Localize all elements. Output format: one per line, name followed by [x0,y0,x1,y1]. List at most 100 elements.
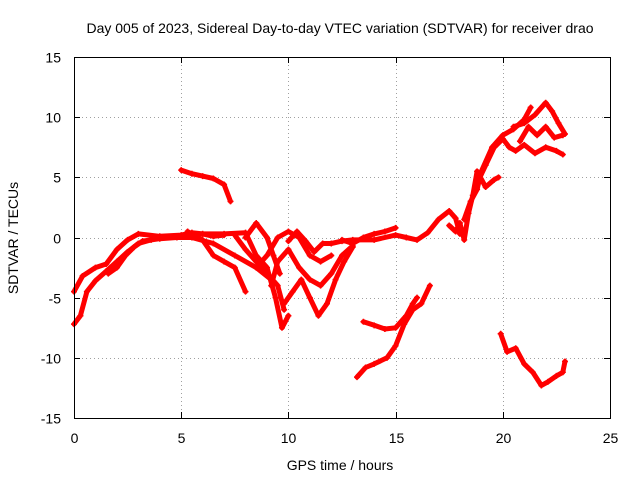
data-point [263,270,270,277]
data-point [242,246,249,253]
data-point [360,318,367,325]
data-point [113,264,120,271]
data-point [452,215,459,222]
data-point [306,252,313,259]
data-point [446,208,453,215]
data-point [381,228,388,235]
data-point [521,120,528,127]
data-point [559,369,566,376]
data-point [521,141,528,148]
data-point [529,369,536,376]
data-point [559,151,566,158]
data-point [199,173,206,180]
y-tick-label: 0 [53,231,61,247]
data-point [156,235,163,242]
data-point [92,264,99,271]
data-point [360,234,367,241]
data-point [555,120,562,127]
data-point [542,144,549,151]
data-point [328,240,335,247]
data-point [452,228,459,235]
data-point [482,183,489,190]
data-point [184,228,191,235]
data-point [210,240,217,247]
data-point [122,252,129,259]
data-point [339,252,345,259]
data-point [306,276,313,283]
series-track-e [185,229,248,295]
data-point [401,321,408,328]
data-point [77,312,84,319]
data-point [426,282,433,289]
data-point [199,236,206,243]
data-point [392,224,399,231]
data-point [231,264,238,271]
data-point [525,123,532,130]
x-tick-label: 20 [496,430,512,446]
data-point [491,176,498,183]
data-point [263,264,270,271]
x-tick-label: 5 [178,430,186,446]
data-point [135,230,142,237]
data-point [242,288,249,295]
data-point [467,198,474,205]
data-point [371,360,378,367]
data-point [544,378,551,385]
data-point [231,232,238,239]
data-point [79,273,86,280]
data-point [274,234,281,241]
data-point [392,324,399,331]
data-point [315,312,322,319]
data-point [268,282,275,289]
data-point [285,228,292,235]
data-point [311,248,318,255]
data-point [173,234,180,241]
data-point [381,325,388,332]
data-point [499,135,506,142]
y-tick-label: -15 [41,411,61,427]
data-point [302,238,309,245]
data-point [474,180,481,187]
data-point [456,220,463,227]
data-point [534,132,541,139]
data-point [285,238,292,245]
x-tick-label: 15 [389,430,405,446]
data-point [418,300,425,307]
data-point [253,220,260,227]
data-point [263,252,270,259]
data-point [542,123,549,130]
x-axis-label: GPS time / hours [287,457,394,473]
data-point [317,282,324,289]
data-point [317,258,324,265]
data-point [124,236,131,243]
data-point [362,364,369,371]
data-point [253,252,260,259]
data-point [531,150,538,157]
data-point [289,288,296,295]
data-point [561,358,568,365]
data-point [227,198,234,205]
chart-title: Day 005 of 2023, Sidereal Day-to-day VTE… [86,20,593,36]
data-point [253,264,260,271]
data-point [221,230,228,237]
data-point [559,132,566,139]
data-point [242,234,249,241]
data-point [83,288,90,295]
data-point [274,282,281,289]
data-point [527,104,534,111]
data-point [323,300,330,307]
data-point [131,244,138,251]
data-point [221,258,228,265]
data-point [435,216,442,223]
data-point [105,270,112,277]
data-point [296,264,303,271]
series-track-u [498,331,568,388]
data-point [103,260,110,267]
data-point [371,236,378,243]
data-point [553,372,560,379]
data-point [113,246,120,253]
data-point [199,230,206,237]
data-point [531,111,538,118]
data-point [538,382,545,389]
data-point [285,312,292,319]
